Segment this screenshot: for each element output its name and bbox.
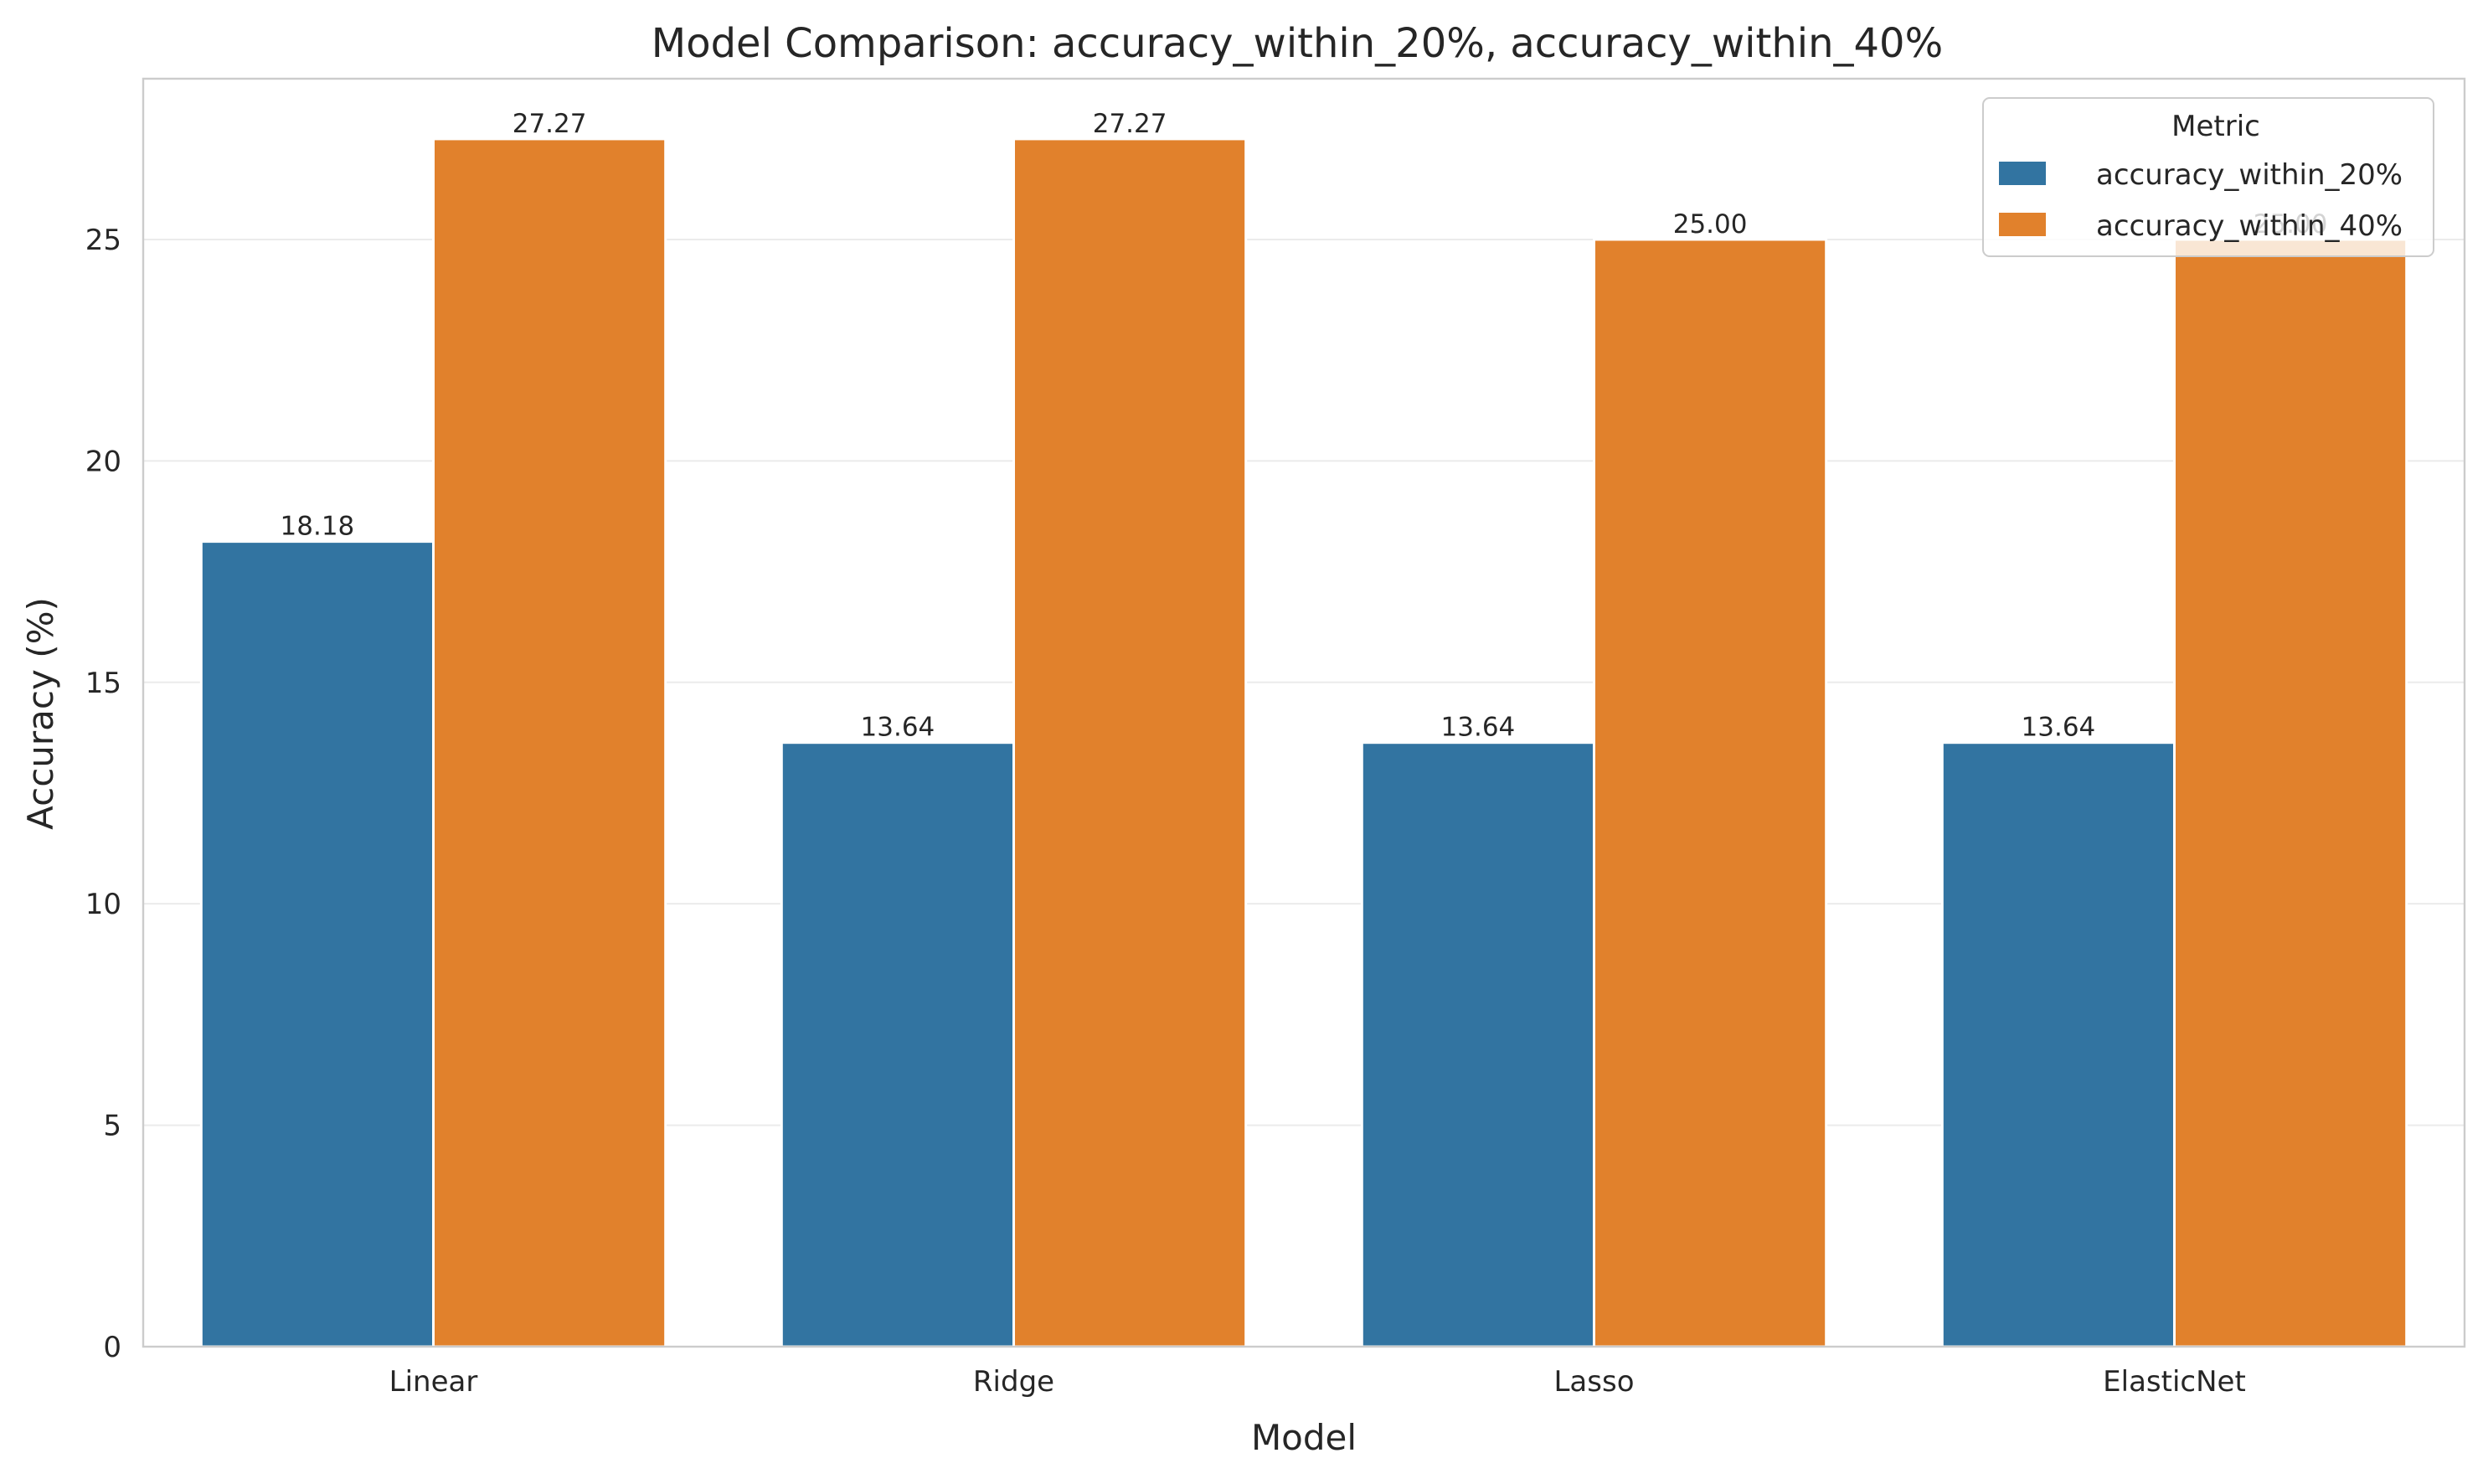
x-tick-label: Lasso [1553, 1365, 1634, 1399]
x-tick-label: Linear [389, 1365, 478, 1399]
y-axis-label: Accuracy (%) [20, 597, 61, 830]
bar-value-label: 25.00 [1673, 209, 1748, 240]
bar-ridge-series-2 [1012, 137, 1248, 1348]
bar-lasso-series-2 [1593, 238, 1828, 1348]
y-tick-label: 20 [85, 445, 121, 478]
y-tick-label: 10 [85, 888, 121, 921]
x-axis-label: Model [1251, 1417, 1357, 1458]
bar-value-label: 13.64 [1441, 713, 1516, 743]
bar-ridge-series-1 [780, 741, 1015, 1348]
bar-linear-series-2 [432, 137, 667, 1348]
bar-lasso-series-1 [1360, 741, 1596, 1348]
legend-title: Metric [2171, 110, 2260, 143]
legend-frame [1982, 97, 2434, 257]
y-axis-ticks: 0 5 10 15 20 25 [85, 224, 121, 1364]
chart-title: Model Comparison: accuracy_within_20%, a… [652, 20, 1943, 67]
x-axis-ticks: Linear Ridge Lasso ElasticNet [389, 1365, 2246, 1399]
legend-swatch-accuracy-within-20 [1999, 162, 2046, 185]
legend-swatch-accuracy-within-40 [1999, 213, 2046, 236]
bar-value-label: 13.64 [861, 713, 935, 743]
x-tick-label: ElasticNet [2103, 1365, 2246, 1399]
legend: Metric accuracy_within_20% accuracy_with… [1982, 97, 2434, 257]
bar-value-label: 13.64 [2022, 713, 2096, 743]
bars [199, 137, 2408, 1348]
bar-value-label: 27.27 [513, 109, 587, 139]
bar-value-label: 27.27 [1093, 109, 1167, 139]
bar-elasticnet-series-2 [2173, 238, 2408, 1348]
legend-label-accuracy-within-20: accuracy_within_20% [2096, 158, 2403, 192]
y-tick-label: 0 [103, 1331, 121, 1364]
bar-value-label: 18.18 [281, 512, 355, 542]
y-tick-label: 5 [103, 1110, 121, 1143]
x-tick-label: Ridge [973, 1365, 1054, 1399]
y-tick-label: 25 [85, 224, 121, 257]
plot-frame [142, 77, 2466, 1348]
legend-label-accuracy-within-40: accuracy_within_40% [2096, 209, 2403, 243]
bar-linear-series-1 [199, 540, 435, 1348]
y-tick-label: 15 [85, 667, 121, 700]
bar-elasticnet-series-1 [1940, 741, 2176, 1348]
